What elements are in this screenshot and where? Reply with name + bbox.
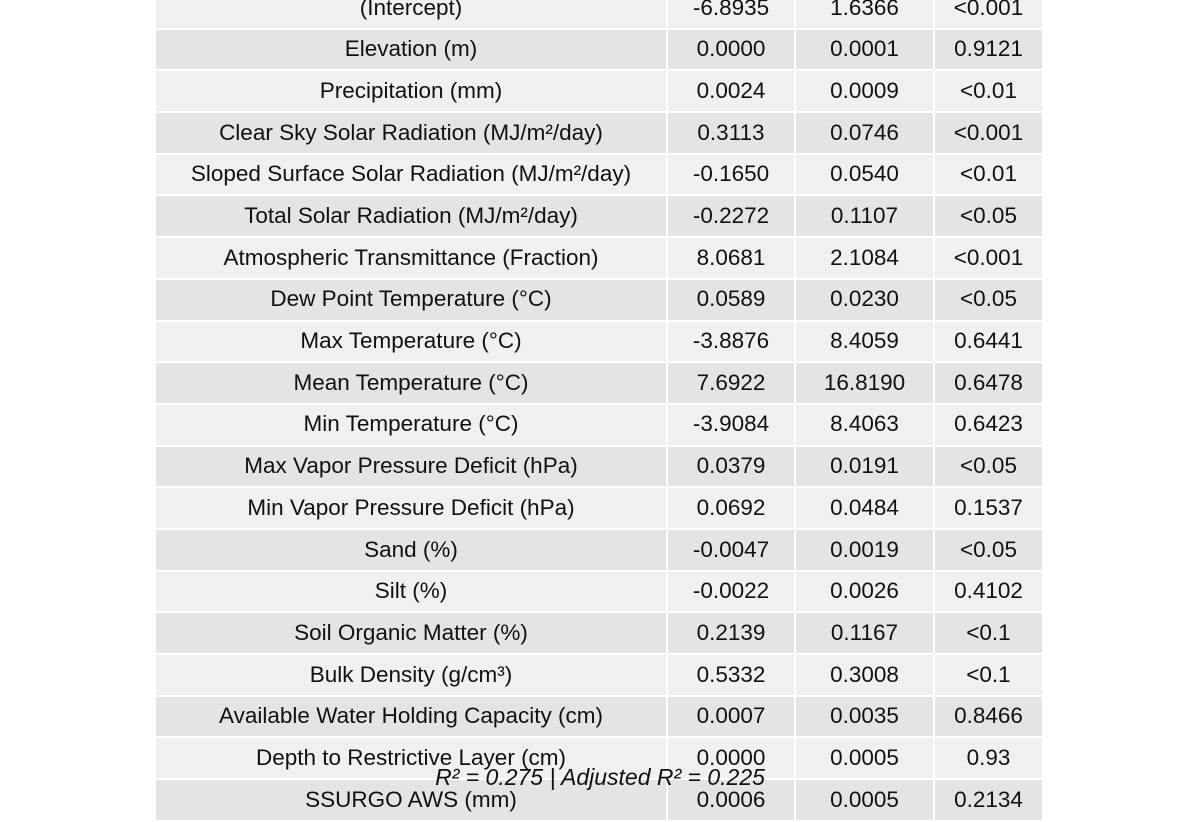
term-cell: Available Water Holding Capacity (cm) (156, 696, 666, 737)
table-body: (Intercept) -6.8935 1.6366 <0.001 Elevation … (156, 0, 1042, 820)
estimate-cell: 0.0692 (668, 488, 794, 528)
std-error-cell: 1.6366 (796, 0, 933, 28)
estimate-cell: 8.0681 (668, 238, 794, 278)
term-cell: Min Vapor Pressure Deficit (hPa) (156, 488, 666, 528)
p-value-cell: <0.001 (935, 238, 1042, 278)
p-value-cell: 0.4102 (935, 571, 1042, 612)
table-row: Mean Temperature (°C) 7.6922 16.8190 0.6478 (156, 363, 1042, 403)
p-value-cell: 0.6423 (935, 404, 1042, 445)
std-error-cell: 0.1107 (796, 196, 933, 237)
term-cell: Atmospheric Transmittance (Fraction) (156, 238, 666, 278)
estimate-cell: 0.2139 (668, 613, 794, 653)
std-error-cell: 0.0009 (796, 71, 933, 112)
table-row: Max Vapor Pressure Deficit (hPa) 0.0379 0.… (156, 446, 1042, 487)
estimate-cell: 7.6922 (668, 363, 794, 403)
std-error-cell: 0.0191 (796, 446, 933, 487)
p-value-cell: <0.001 (935, 0, 1042, 28)
table-row: Min Temperature (°C) -3.9084 8.4063 0.6423 (156, 404, 1042, 445)
term-cell: Soil Organic Matter (%) (156, 613, 666, 653)
estimate-cell: -6.8935 (668, 0, 794, 28)
p-value-cell: 0.6441 (935, 321, 1042, 362)
term-cell: Mean Temperature (°C) (156, 363, 666, 403)
p-value-cell: <0.1 (935, 655, 1042, 695)
p-value-cell: 0.9121 (935, 29, 1042, 70)
std-error-cell: 16.8190 (796, 363, 933, 403)
table-row: Precipitation (mm) 0.0024 0.0009 <0.01 (156, 71, 1042, 112)
table-row: Bulk Density (g/cm³) 0.5332 0.3008 <0.1 (156, 655, 1042, 695)
p-value-cell: 0.93 (935, 738, 1042, 779)
p-value-cell: <0.05 (935, 529, 1042, 570)
table-row: Sloped Surface Solar Radiation (MJ/m²/da… (156, 154, 1042, 195)
table-row: (Intercept) -6.8935 1.6366 <0.001 (156, 0, 1042, 28)
std-error-cell: 0.0035 (796, 696, 933, 737)
std-error-cell: 0.0230 (796, 279, 933, 320)
p-value-cell: <0.05 (935, 196, 1042, 237)
estimate-cell: -0.0022 (668, 571, 794, 612)
estimate-cell: 0.0000 (668, 29, 794, 70)
std-error-cell: 0.3008 (796, 655, 933, 695)
table-row: Min Vapor Pressure Deficit (hPa) 0.0692 0.… (156, 488, 1042, 528)
term-cell: Sloped Surface Solar Radiation (MJ/m²/da… (156, 154, 666, 195)
regression-table: (Intercept) -6.8935 1.6366 <0.001 Elevation … (154, 0, 1044, 822)
term-cell: Sand (%) (156, 529, 666, 570)
term-cell: Clear Sky Solar Radiation (MJ/m²/day) (156, 113, 666, 153)
estimate-cell: -0.2272 (668, 196, 794, 237)
estimate-cell: -3.8876 (668, 321, 794, 362)
term-cell: Max Vapor Pressure Deficit (hPa) (156, 446, 666, 487)
p-value-cell: 0.1537 (935, 488, 1042, 528)
table-row: Max Temperature (°C) -3.8876 8.4059 0.6441 (156, 321, 1042, 362)
p-value-cell: 0.8466 (935, 696, 1042, 737)
estimate-cell: 0.0024 (668, 71, 794, 112)
term-cell: Precipitation (mm) (156, 71, 666, 112)
std-error-cell: 2.1084 (796, 238, 933, 278)
table-row: Available Water Holding Capacity (cm) 0.0… (156, 696, 1042, 737)
std-error-cell: 8.4063 (796, 404, 933, 445)
std-error-cell: 0.0001 (796, 29, 933, 70)
table-row: Atmospheric Transmittance (Fraction) 8.06… (156, 238, 1042, 278)
estimate-cell: 0.0007 (668, 696, 794, 737)
table-row: Elevation (m) 0.0000 0.0001 0.9121 (156, 29, 1042, 70)
term-cell: Depth to Restrictive Layer (cm) (156, 738, 666, 779)
std-error-cell: 0.0484 (796, 488, 933, 528)
table-row: Soil Organic Matter (%) 0.2139 0.1167 <0.1 (156, 613, 1042, 653)
p-value-cell: <0.05 (935, 279, 1042, 320)
term-cell: Elevation (m) (156, 29, 666, 70)
estimate-cell: 0.3113 (668, 113, 794, 153)
estimate-cell: 0.0589 (668, 279, 794, 320)
std-error-cell: 8.4059 (796, 321, 933, 362)
term-cell: Total Solar Radiation (MJ/m²/day) (156, 196, 666, 237)
estimate-cell: -0.1650 (668, 154, 794, 195)
estimate-cell: 0.0379 (668, 446, 794, 487)
std-error-cell: 0.0019 (796, 529, 933, 570)
table-row: Sand (%) -0.0047 0.0019 <0.05 (156, 529, 1042, 570)
p-value-cell: <0.01 (935, 154, 1042, 195)
term-cell: Silt (%) (156, 571, 666, 612)
estimate-cell: 0.5332 (668, 655, 794, 695)
p-value-cell: <0.1 (935, 613, 1042, 653)
std-error-cell: 0.0746 (796, 113, 933, 153)
std-error-cell: 0.0540 (796, 154, 933, 195)
term-cell: Bulk Density (g/cm³) (156, 655, 666, 695)
table-row: Total Solar Radiation (MJ/m²/day) -0.2272… (156, 196, 1042, 237)
table-row: Clear Sky Solar Radiation (MJ/m²/day) 0.3… (156, 113, 1042, 153)
std-error-cell: 0.0005 (796, 738, 933, 779)
std-error-cell: 0.0026 (796, 571, 933, 612)
estimate-cell: -0.0047 (668, 529, 794, 570)
p-value-cell: <0.01 (935, 71, 1042, 112)
p-value-cell: 0.6478 (935, 363, 1042, 403)
table-row: Silt (%) -0.0022 0.0026 0.4102 (156, 571, 1042, 612)
term-cell: Max Temperature (°C) (156, 321, 666, 362)
estimate-cell: -3.9084 (668, 404, 794, 445)
estimate-cell: 0.0000 (668, 738, 794, 779)
std-error-cell: 0.1167 (796, 613, 933, 653)
table-row: Depth to Restrictive Layer (cm) 0.0000 0.0… (156, 738, 1042, 779)
p-value-cell: <0.001 (935, 113, 1042, 153)
term-cell: (Intercept) (156, 0, 666, 28)
term-cell: Dew Point Temperature (°C) (156, 279, 666, 320)
term-cell: Min Temperature (°C) (156, 404, 666, 445)
p-value-cell: <0.05 (935, 446, 1042, 487)
table-row: Dew Point Temperature (°C) 0.0589 0.0230 <0… (156, 279, 1042, 320)
